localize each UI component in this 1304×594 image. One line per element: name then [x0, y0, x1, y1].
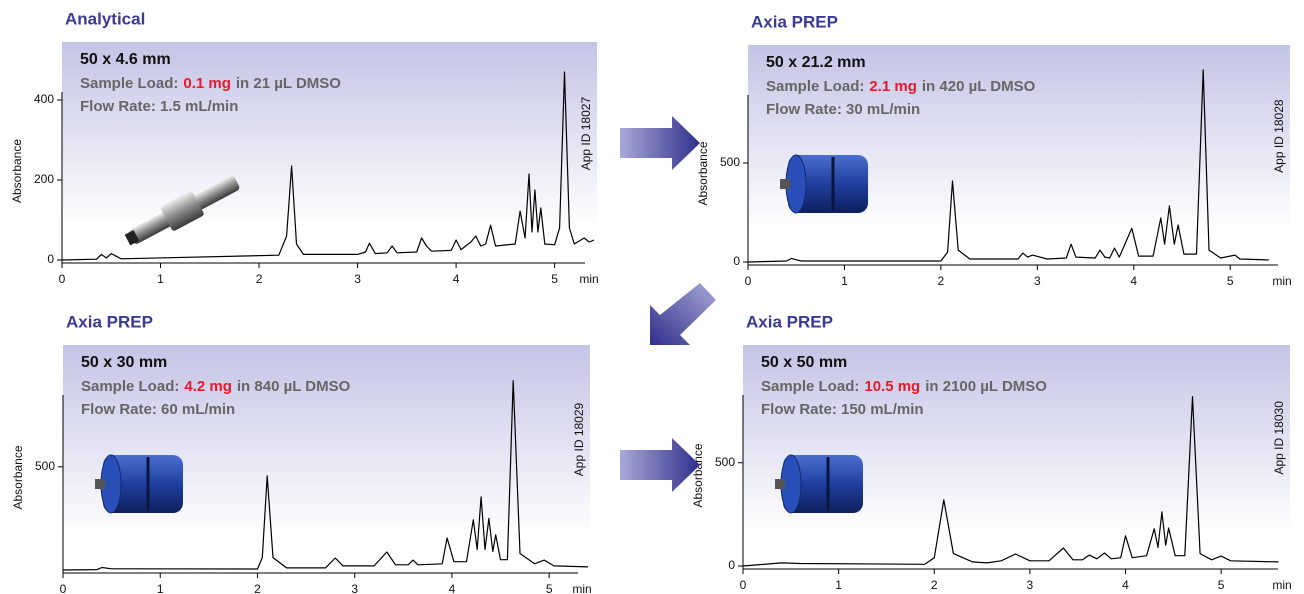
x-axis-label: min: [572, 582, 591, 594]
x-tick-label: 4: [449, 582, 456, 594]
x-axis-label: min: [1272, 578, 1291, 592]
sample-load-rest: in 420 µL DMSO: [922, 78, 1036, 95]
sample-load-rest: in 840 µL DMSO: [237, 378, 351, 395]
chart-panel: Axia PREP 50 x 30 mm Sample Load: 4.2 mg in …: [11, 312, 592, 594]
x-tick-label: 1: [835, 578, 842, 592]
x-tick-label: 0: [745, 274, 752, 288]
panel-title: Axia PREP: [66, 312, 153, 331]
column-image: [124, 230, 140, 246]
column-size: 50 x 50 mm: [761, 354, 847, 371]
column-image: [160, 191, 204, 231]
x-tick-label: 4: [1130, 274, 1137, 288]
sample-load-label: Sample Load:: [80, 75, 178, 92]
x-tick-label: 1: [157, 272, 164, 286]
app-id: App ID 18028: [1272, 99, 1286, 173]
y-tick-label: 500: [35, 459, 55, 473]
y-tick-label: 200: [34, 172, 54, 186]
column-size: 50 x 30 mm: [81, 354, 167, 371]
sample-load: Sample Load: 2.1 mg in 420 µL DMSO: [766, 78, 1036, 95]
app-id: App ID 18030: [1272, 401, 1286, 475]
panel-title: Analytical: [65, 9, 145, 28]
flow-rate: Flow Rate: 1.5 mL/min: [80, 98, 238, 115]
chart-panel: Axia PREP 50 x 50 mm Sample Load: 10.5 mg in…: [691, 312, 1292, 592]
x-tick-label: 3: [351, 582, 358, 594]
y-tick-label: 0: [733, 254, 740, 268]
column-image: [780, 179, 790, 189]
app-id: App ID 18027: [579, 97, 593, 171]
x-axis-label: min: [1272, 274, 1291, 288]
x-tick-label: 5: [551, 272, 558, 286]
panel-title: Axia PREP: [746, 312, 833, 331]
panels: Analytical 50 x 4.6 mm Sample Load: 0.1 mg i…: [10, 9, 1292, 594]
sample-load: Sample Load: 0.1 mg in 21 µL DMSO: [80, 75, 341, 92]
x-axis-label: min: [579, 272, 598, 286]
x-tick-label: 0: [59, 272, 66, 286]
y-tick-label: 500: [715, 455, 735, 469]
column-image: [103, 455, 183, 513]
x-tick-label: 2: [938, 274, 945, 288]
sample-load-rest: in 21 µL DMSO: [236, 75, 341, 92]
flow-rate: Flow Rate: 30 mL/min: [766, 101, 920, 118]
x-tick-label: 1: [157, 582, 164, 594]
x-tick-label: 3: [354, 272, 361, 286]
column-image: [95, 479, 105, 489]
sample-load-rest: in 2100 µL DMSO: [925, 378, 1047, 395]
sample-load-label: Sample Load:: [761, 378, 859, 395]
y-axis-label: Absorbance: [10, 139, 24, 203]
panel-title: Axia PREP: [751, 12, 838, 31]
x-tick-label: 4: [453, 272, 460, 286]
chromatogram-line: [742, 396, 1279, 567]
x-tick-label: 0: [60, 582, 67, 594]
chromatogram-line: [62, 380, 589, 571]
y-tick-label: 0: [728, 558, 735, 572]
arrow: [620, 438, 700, 492]
chromatogram-line: [747, 69, 1269, 263]
chart-panel: Analytical 50 x 4.6 mm Sample Load: 0.1 mg i…: [10, 9, 599, 286]
chart-panel: Axia PREP 50 x 21.2 mm Sample Load: 2.1 mg i…: [696, 12, 1292, 288]
chromatogram-line: [61, 71, 595, 261]
x-tick-label: 2: [931, 578, 938, 592]
x-tick-label: 2: [256, 272, 263, 286]
y-tick-label: 0: [47, 252, 54, 266]
sample-load-amount: 0.1 mg: [183, 75, 231, 92]
x-tick-label: 0: [740, 578, 747, 592]
sample-load-amount: 10.5 mg: [864, 378, 920, 395]
arrow: [620, 116, 700, 170]
flow-rate: Flow Rate: 60 mL/min: [81, 401, 235, 418]
y-tick-label: 400: [34, 92, 54, 106]
arrow: [650, 283, 716, 345]
flow-rate: Flow Rate: 150 mL/min: [761, 401, 924, 418]
x-tick-label: 4: [1122, 578, 1129, 592]
sample-load-amount: 4.2 mg: [184, 378, 232, 395]
x-tick-label: 5: [546, 582, 553, 594]
column-size: 50 x 21.2 mm: [766, 54, 866, 71]
x-tick-label: 5: [1227, 274, 1234, 288]
sample-load-label: Sample Load:: [766, 78, 864, 95]
sample-load-label: Sample Load:: [81, 378, 179, 395]
y-axis-label: Absorbance: [691, 443, 705, 507]
x-tick-label: 2: [254, 582, 261, 594]
sample-load: Sample Load: 10.5 mg in 2100 µL DMSO: [761, 378, 1047, 395]
x-tick-label: 3: [1034, 274, 1041, 288]
column-image: [788, 155, 868, 213]
column-image: [775, 479, 785, 489]
x-tick-label: 1: [841, 274, 848, 288]
column-image: [783, 455, 863, 513]
y-tick-label: 500: [720, 155, 740, 169]
app-id: App ID 18029: [572, 402, 586, 476]
column-size: 50 x 4.6 mm: [80, 51, 171, 68]
x-tick-label: 3: [1027, 578, 1034, 592]
sample-load-amount: 2.1 mg: [869, 78, 917, 95]
x-tick-label: 5: [1218, 578, 1225, 592]
sample-load: Sample Load: 4.2 mg in 840 µL DMSO: [81, 378, 351, 395]
y-axis-label: Absorbance: [696, 141, 710, 205]
y-axis-label: Absorbance: [11, 445, 25, 509]
